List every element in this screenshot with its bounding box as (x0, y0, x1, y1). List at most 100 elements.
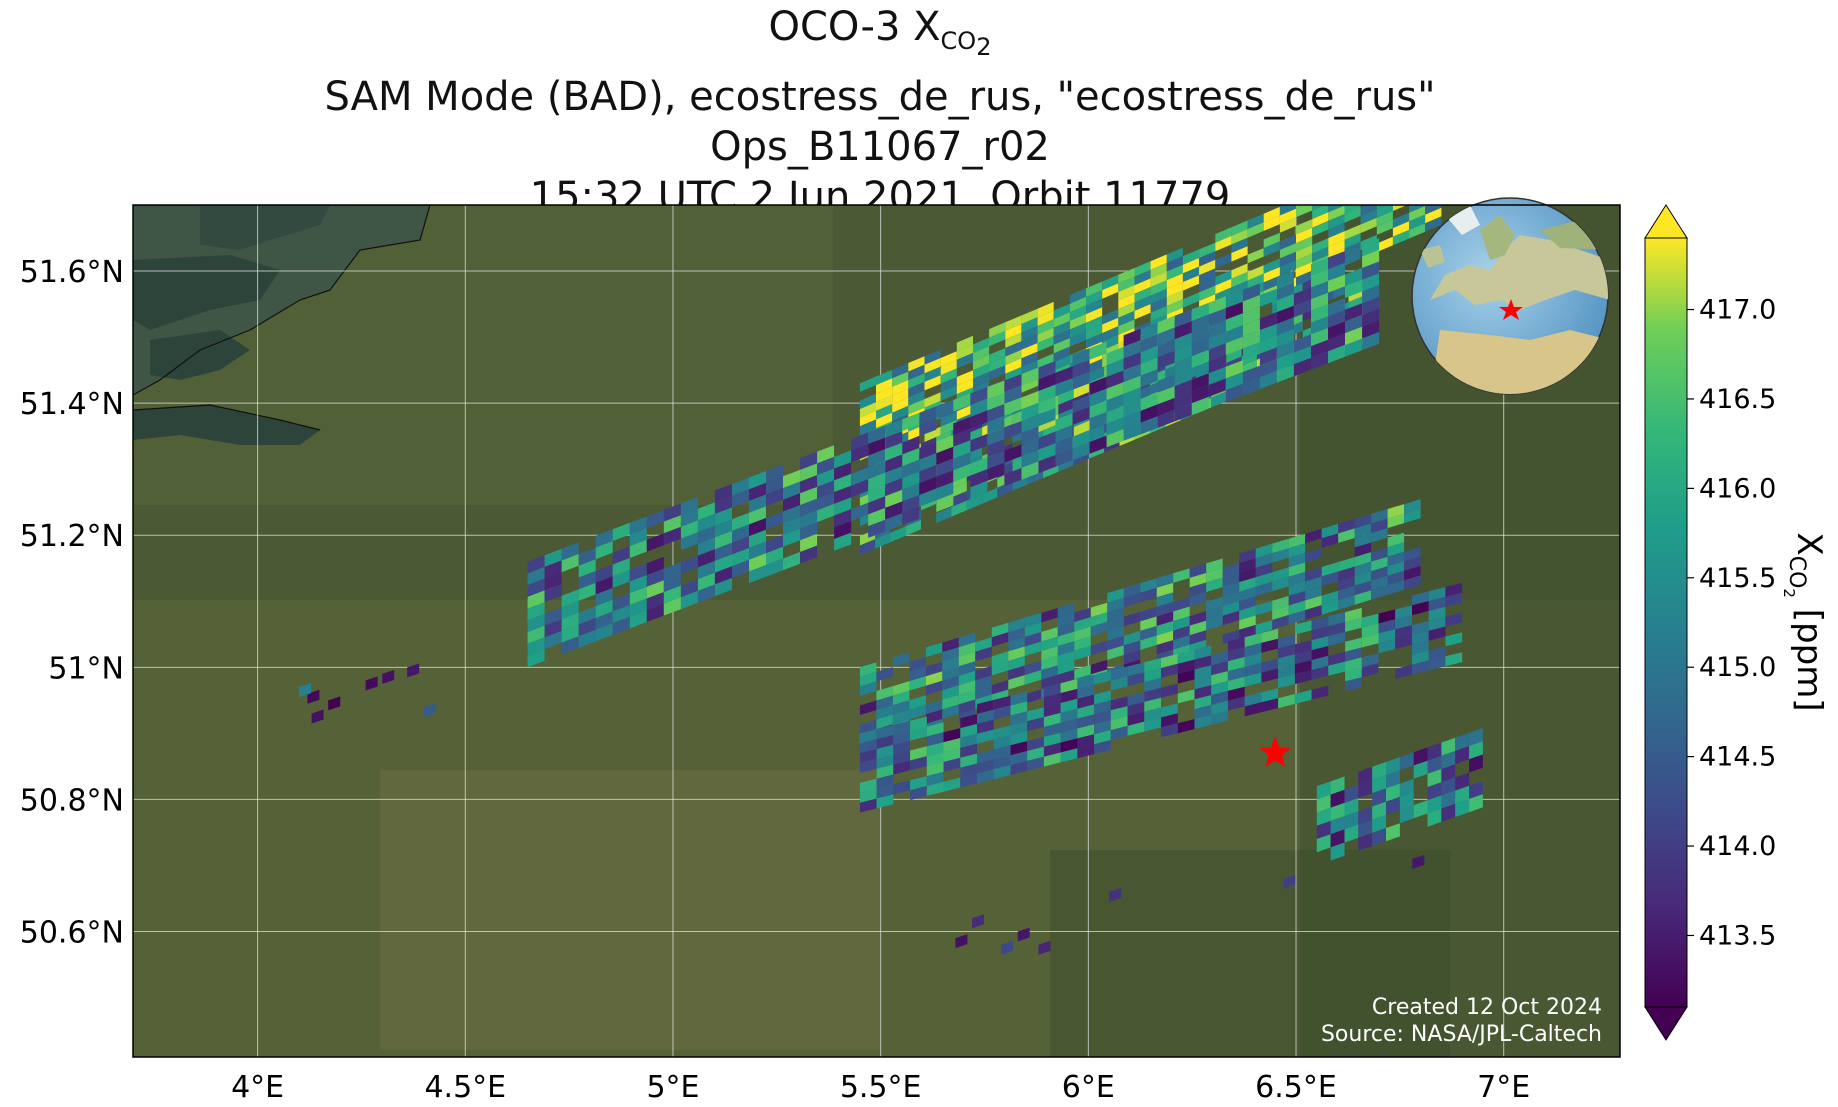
footprint-cell (1144, 687, 1161, 702)
footprint-cell (1393, 153, 1409, 168)
footprint-cell (1296, 262, 1313, 278)
footprint-cell (1259, 347, 1277, 366)
footprint-cell (977, 719, 994, 734)
footprint-cell (1278, 664, 1295, 679)
footprint-cell (1037, 327, 1054, 343)
footprint-cell (1305, 586, 1322, 601)
footprint-cell (1110, 716, 1128, 731)
footprint-cell (1372, 801, 1386, 820)
footprint-cell (868, 496, 886, 515)
footprint-cell (1157, 327, 1175, 346)
footprint-cell (1021, 343, 1038, 359)
footprint-cell (1174, 356, 1192, 375)
footprint-cell (1360, 209, 1377, 225)
footprint-cell (902, 436, 920, 455)
footprint-cell (909, 666, 926, 682)
footprint-cell (1409, 146, 1425, 161)
footprint-cell (1102, 326, 1119, 342)
footprint-cell (1140, 587, 1157, 603)
footprint-cell (1010, 760, 1028, 775)
footprint-cell (893, 730, 911, 745)
footprint-cell (960, 773, 977, 788)
footprint-cell (892, 652, 910, 667)
footprint-cell (1311, 665, 1329, 680)
footprint-cell (1360, 205, 1377, 216)
footprint-cell (1173, 597, 1190, 612)
footprint-cell (1312, 187, 1328, 202)
footprint-cell (936, 507, 952, 523)
footprint-cell (1242, 295, 1260, 314)
footprint-cell (800, 545, 818, 564)
footprint-cell (1021, 449, 1039, 468)
footprint-cell (924, 392, 941, 408)
footprint-cell (1316, 794, 1331, 813)
footprint-cell (1123, 611, 1141, 627)
footprint-cell (1312, 205, 1326, 211)
footprint-cell (1361, 633, 1379, 648)
footprint-cell (859, 749, 877, 764)
footprint-cell (1010, 691, 1028, 706)
footprint-cell (876, 744, 894, 759)
footprint-isolated-11 (972, 914, 985, 929)
footprint-cell (544, 560, 562, 579)
footprint-cell (885, 513, 903, 532)
footprint-cell (1345, 182, 1361, 197)
footprint-cell (905, 519, 921, 536)
footprint-cell (1242, 306, 1260, 326)
footprint-cell (1371, 566, 1388, 581)
footprint-cell (1123, 630, 1141, 646)
footprint-cell (1455, 732, 1470, 751)
footprint-cell (892, 681, 910, 696)
footprint-cell (1377, 159, 1393, 174)
footprint-cell (1399, 752, 1414, 771)
footprint-cell (1069, 314, 1086, 330)
footprint-cell (834, 497, 852, 516)
footprint-cell (1386, 770, 1400, 789)
footprint-cell (1247, 265, 1264, 281)
footprint-cell (1425, 173, 1441, 188)
footprint-cell (561, 589, 579, 608)
footprint-cell (732, 524, 749, 543)
footprint-cell (1345, 338, 1363, 357)
footprint-cell (1231, 229, 1248, 245)
footprint-cell (987, 403, 1005, 423)
footprint-cell (1296, 205, 1313, 218)
footprint-cell (1194, 665, 1212, 680)
footprint-cell (1371, 547, 1388, 562)
footprint-cell (1425, 182, 1441, 197)
footprint-cell (960, 753, 977, 768)
footprint-cell (942, 694, 959, 710)
footprint-cell (926, 762, 944, 777)
footprint-cell (1094, 720, 1111, 735)
footprint-cell (1194, 705, 1212, 720)
footprint-cell (1311, 685, 1329, 700)
footprint-cell (1174, 344, 1192, 363)
footprint-cell (1413, 760, 1428, 779)
footprint-cell (975, 646, 992, 662)
footprint-isolated-5 (365, 676, 378, 691)
footprint-cell (1311, 292, 1328, 311)
footprint-cell (1069, 322, 1086, 339)
footprint-cell (1140, 357, 1158, 376)
footprint-cell (1330, 802, 1345, 821)
footprint-cell (1425, 207, 1442, 224)
footprint-cell (1296, 205, 1305, 209)
footprint-cell (800, 522, 818, 541)
footprint-cell (1010, 741, 1028, 756)
footprint-cell (1208, 296, 1226, 315)
footprint-cell (1102, 283, 1119, 299)
footprint-cell (663, 503, 681, 522)
footprint-cell (1174, 332, 1192, 351)
footprint-cell (993, 695, 1011, 710)
footprint-cell (1038, 443, 1056, 462)
footprint-cell (697, 584, 715, 603)
footprint-cell (989, 356, 1006, 372)
footprint-cell (595, 623, 613, 642)
footprint-cell (1247, 222, 1264, 238)
lat-tick-label-4: 50.8°N (20, 783, 124, 818)
footprint-cell (960, 714, 977, 729)
footprint-cell (926, 722, 944, 737)
footprint-cell (1174, 368, 1192, 387)
footprint-cell (1311, 281, 1328, 300)
footprint-cell (1199, 242, 1216, 258)
